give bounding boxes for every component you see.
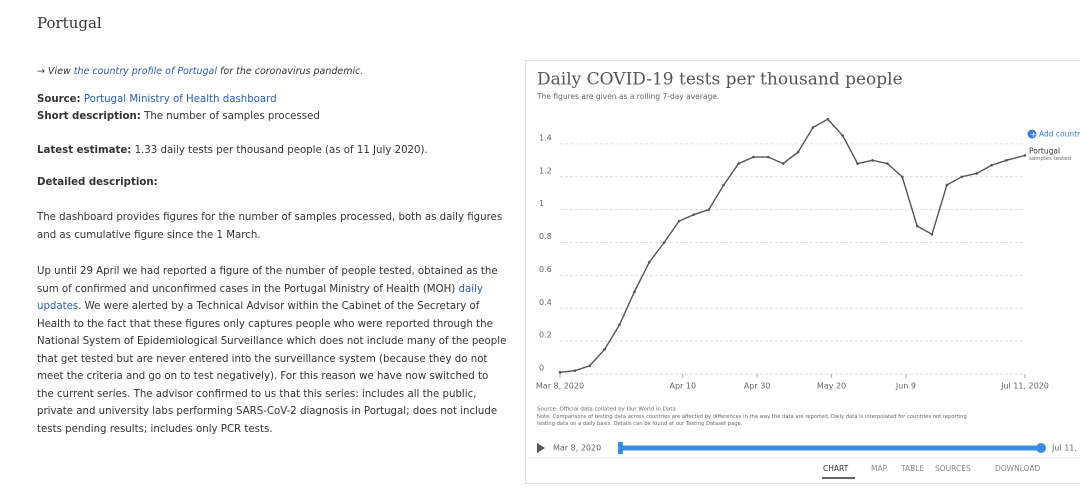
point	[1023, 154, 1027, 157]
point	[573, 369, 577, 373]
point	[707, 208, 711, 211]
y-tick-label: 1.2	[539, 166, 552, 175]
text: The number of samples processed	[144, 111, 320, 122]
y-tick-label: 0	[539, 364, 544, 373]
label: Short description:	[37, 111, 141, 122]
y-tick-label: 0.8	[539, 232, 552, 241]
tab[interactable]: MAP	[871, 464, 888, 473]
point	[692, 213, 696, 216]
label: Source:	[37, 94, 81, 105]
paragraph: Up until 29 April we had reported a figu…	[37, 263, 507, 438]
label: Latest estimate:	[37, 145, 132, 156]
point	[841, 134, 845, 137]
text: . We were alerted by a Technical Advisor…	[37, 301, 507, 435]
timeline-handle[interactable]	[618, 442, 623, 454]
point	[960, 175, 964, 179]
chart: Daily COVID-19 tests per thousand people…	[525, 60, 1080, 484]
y-tick-label: 0.2	[539, 331, 552, 340]
timeline-handle[interactable]	[1036, 443, 1046, 453]
point	[781, 162, 785, 165]
tab[interactable]: CHART	[823, 464, 849, 473]
point	[752, 155, 755, 159]
play-button[interactable]	[537, 443, 545, 453]
point	[767, 155, 770, 159]
profile-line: → View the country profile of Portugal f…	[37, 63, 507, 81]
point	[990, 163, 993, 167]
arrow: →	[37, 66, 45, 77]
legend-label: Portugal	[1029, 146, 1060, 155]
y-tick-label: 1	[539, 199, 544, 208]
x-tick-label: Apr 30	[744, 382, 771, 391]
point	[975, 172, 978, 175]
point	[915, 224, 919, 228]
point	[886, 162, 889, 165]
point	[662, 241, 666, 244]
point	[588, 364, 592, 368]
chart-subtitle: The figures are given as a rolling 7-day…	[536, 92, 719, 101]
point	[558, 371, 562, 374]
legend-note: samples tested	[1029, 156, 1071, 162]
plus: +	[1030, 130, 1037, 139]
y-tick-label: 0.4	[539, 298, 552, 307]
timeline-end: Jul 11, 2020	[1051, 444, 1080, 453]
point	[603, 348, 606, 351]
y-tick-label: 0.6	[539, 265, 552, 274]
timeline-start: Mar 8, 2020	[553, 444, 601, 453]
y-tick-label: 1.4	[539, 133, 552, 142]
text: for the coronavirus pandemic.	[220, 66, 364, 77]
point	[1005, 159, 1008, 162]
paragraph: The dashboard provides figures for the n…	[37, 212, 503, 241]
point	[677, 219, 681, 223]
page-title: Portugal	[37, 14, 102, 32]
text: 1.33 daily tests per thousand people (as…	[134, 145, 428, 156]
point	[737, 162, 740, 165]
point	[647, 260, 651, 264]
tab[interactable]: DOWNLOAD	[995, 464, 1041, 473]
chart-frame	[525, 60, 1080, 484]
text: Up until 29 April we had reported a figu…	[37, 266, 498, 295]
updates-link[interactable]: daily updates	[37, 283, 483, 313]
profile-link[interactable]: the country profile of Portugal	[73, 66, 218, 77]
point	[945, 183, 949, 187]
point	[618, 323, 621, 326]
point	[856, 162, 859, 165]
chart-title: Daily COVID-19 tests per thousand people	[537, 70, 903, 90]
x-tick-label: Jun 9	[895, 382, 916, 391]
point	[722, 183, 725, 187]
point	[871, 159, 874, 162]
source-line: Source: Portugal Ministry of Health dash…	[37, 91, 507, 109]
x-tick-label: May 20	[817, 382, 846, 391]
x-tick-label: Mar 8, 2020	[536, 382, 584, 391]
x-tick-label: Jul 11, 2020	[1000, 382, 1049, 391]
source: Source: Official data collated by Our Wo…	[537, 407, 676, 413]
point	[930, 232, 934, 236]
note: Note: Comparisons of testing data across…	[537, 414, 967, 427]
tab[interactable]: TABLE	[900, 464, 924, 473]
add-icon[interactable]	[1027, 129, 1037, 139]
detailed-heading: Detailed description:	[37, 177, 158, 188]
source-link[interactable]: Portugal Ministry of Health dashboard	[83, 94, 277, 105]
point	[900, 175, 904, 179]
point	[826, 117, 830, 121]
latest-estimate: Latest estimate: 1.33 daily tests per th…	[37, 142, 507, 160]
point	[796, 150, 800, 154]
line	[559, 118, 1026, 374]
point	[811, 126, 815, 129]
text: View	[48, 66, 71, 77]
short-description: Short description: The number of samples…	[37, 108, 507, 126]
tab[interactable]: SOURCES	[935, 464, 971, 473]
x-tick-label: Apr 10	[669, 382, 696, 391]
add-country[interactable]: Add country	[1039, 130, 1080, 139]
point	[633, 290, 636, 294]
